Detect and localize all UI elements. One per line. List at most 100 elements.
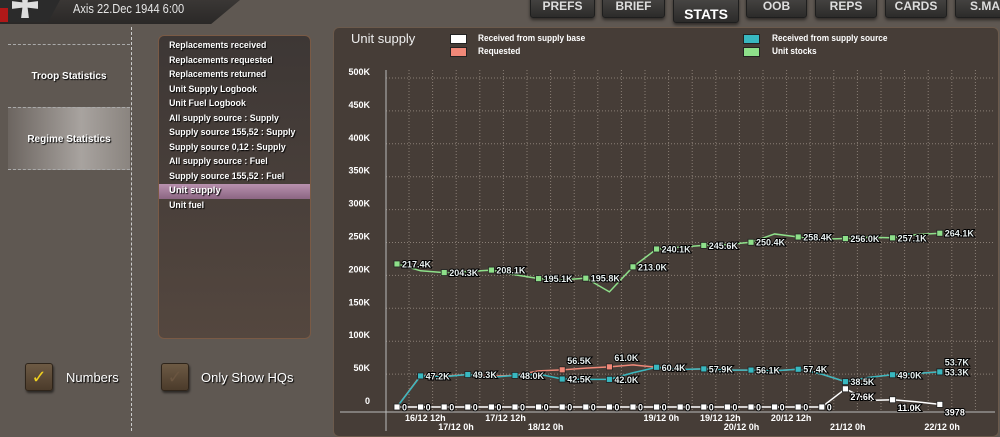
y-tick-label: 100K — [348, 330, 370, 340]
stat-list-item[interactable]: Replacements received — [169, 40, 267, 51]
y-tick-label: 500K — [348, 67, 370, 77]
y-tick-label: 350K — [348, 166, 370, 176]
data-point-marker — [464, 403, 472, 411]
only-show-hqs-label: Only Show HQs — [201, 370, 294, 385]
data-point-marker — [629, 263, 637, 271]
tab-stats[interactable]: STATS — [673, 0, 739, 23]
stat-list-item[interactable]: Replacements requested — [169, 54, 273, 66]
tab-smap[interactable]: S.MA — [955, 0, 1000, 18]
x-tick-label: 17/12 12h — [485, 413, 526, 423]
y-tick-label: 200K — [348, 264, 370, 274]
data-point-marker — [842, 378, 849, 386]
legend-supply-base: Received from supply base — [478, 33, 586, 43]
stat-list-item[interactable]: Replacements returned — [169, 69, 267, 80]
data-point-marker — [889, 234, 896, 242]
numbers-checkbox[interactable]: ✓ — [25, 363, 53, 391]
iron-cross-logo — [0, 0, 60, 22]
y-tick-label: 0 — [365, 396, 370, 406]
data-label: 3978 — [945, 407, 965, 417]
data-point-marker — [747, 403, 755, 411]
data-point-marker — [417, 403, 425, 411]
data-point-marker — [700, 241, 708, 249]
data-point-marker — [440, 269, 448, 276]
numbers-label: Numbers — [66, 370, 119, 385]
stat-list-item[interactable]: All supply source : Supply — [169, 112, 279, 124]
y-tick-label: 300K — [348, 199, 370, 209]
stat-list-item[interactable]: Supply source 155,52 : Fuel — [169, 170, 285, 182]
x-tick-label: 20/12 12h — [771, 413, 812, 423]
data-point-marker — [653, 403, 660, 411]
tab-cards[interactable]: CARDS — [885, 0, 947, 18]
only-show-hqs-checkbox[interactable]: ✓ — [161, 363, 189, 391]
data-label: 0 — [638, 403, 643, 413]
data-label: 0 — [449, 403, 454, 413]
stat-list[interactable]: Replacements received Replacements reques… — [158, 35, 311, 339]
data-point-marker — [511, 403, 519, 411]
tab-brief[interactable]: BRIEF — [602, 0, 665, 18]
chart-title: Unit supply — [351, 31, 416, 46]
stat-list-item[interactable]: Supply source 155,52 : Supply — [169, 127, 296, 138]
data-point-marker — [582, 274, 590, 282]
data-label: 0 — [426, 403, 431, 413]
stat-list-item[interactable]: Unit Supply Logbook — [169, 83, 257, 95]
data-point-marker — [936, 368, 944, 376]
data-label: 49.0K — [898, 370, 923, 380]
data-point-marker — [653, 245, 660, 253]
data-point-marker — [794, 233, 802, 241]
data-label: 0 — [803, 403, 808, 413]
data-point-marker — [889, 396, 896, 404]
data-label: 53.3K — [945, 367, 970, 377]
data-label: 0 — [544, 403, 549, 413]
series-line — [396, 232, 940, 293]
legend-supply-source: Received from supply source — [772, 33, 888, 43]
data-point-marker — [700, 365, 708, 373]
x-tick-label: 22/12 0h — [924, 422, 960, 431]
data-point-marker — [535, 275, 542, 283]
data-label: 0 — [780, 403, 785, 413]
stat-list-item[interactable]: All supply source : Fuel — [169, 156, 268, 167]
stat-list-item[interactable]: Supply source 0,12 : Supply — [169, 141, 286, 153]
data-label: 56.5K — [567, 356, 592, 366]
data-point-marker — [936, 400, 944, 408]
tab-reps[interactable]: REPS — [815, 0, 877, 18]
tab-prefs[interactable]: PREFS — [530, 0, 595, 18]
data-label: 27.6K — [850, 392, 875, 402]
data-label: 256.0K — [850, 234, 880, 244]
data-label: 258.4K — [803, 232, 833, 242]
data-label: 0 — [591, 403, 596, 413]
data-label: 47.2K — [426, 371, 451, 381]
tab-oob[interactable]: OOB — [746, 0, 807, 18]
stat-list-item[interactable]: Unit supply — [159, 184, 310, 199]
series-line — [396, 366, 940, 408]
data-label: 195.8K — [591, 274, 621, 284]
data-point-marker — [558, 403, 566, 411]
y-tick-label: 450K — [348, 100, 370, 110]
data-point-marker — [629, 403, 637, 411]
y-tick-label: 150K — [348, 297, 370, 307]
x-tick-label: 21/12 0h — [830, 422, 866, 431]
stat-list-item[interactable]: Unit Fuel Logbook — [169, 98, 246, 109]
sidebar-item-troop-statistics[interactable]: Troop Statistics — [8, 44, 130, 107]
data-point-marker — [558, 375, 566, 383]
data-point-marker — [936, 229, 944, 237]
y-tick-label: 50K — [353, 363, 370, 373]
x-tick-label: 18/12 0h — [528, 422, 564, 431]
data-label: 264.1K — [945, 229, 975, 239]
data-point-marker — [558, 366, 566, 374]
data-point-marker — [700, 403, 708, 411]
data-label: 0 — [709, 403, 714, 413]
data-label: 217.4K — [402, 259, 432, 269]
data-label: 61.0K — [614, 353, 639, 363]
data-label: 0 — [827, 403, 832, 413]
data-point-marker — [487, 403, 495, 411]
sidebar-item-regime-statistics[interactable]: Regime Statistics — [8, 107, 130, 170]
legend-swatch-requested — [450, 47, 467, 57]
data-point-marker — [771, 403, 778, 411]
data-label: 48.0K — [520, 371, 545, 381]
data-point-marker — [653, 363, 660, 371]
data-label: 0 — [473, 403, 478, 413]
stat-list-item[interactable]: Unit fuel — [169, 199, 205, 211]
data-label: 250.4K — [756, 238, 786, 248]
divider — [131, 27, 132, 431]
